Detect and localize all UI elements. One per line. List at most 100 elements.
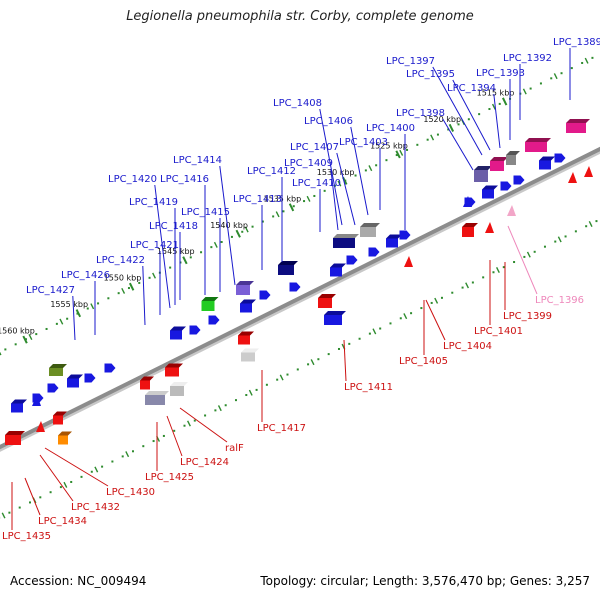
leader-line [44,447,109,487]
forward-gene-label: LPC_1413 [233,194,282,205]
reverse-gene-label: LPC_1417 [257,423,306,434]
track-dot [348,342,351,345]
feature-face [170,330,182,340]
reverse-gene-label: LPC_1405 [399,356,448,367]
feature-top [241,348,259,353]
track-dot [478,113,481,116]
track-tick [588,220,593,227]
track-dot [200,251,203,254]
forward-feature [539,156,555,170]
track-tick [399,149,404,156]
forward-gene-label: LPC_1406 [304,116,353,127]
feature-track [5,119,593,445]
track-tick [244,226,249,233]
reverse-feature [36,421,45,432]
reverse-feature [318,294,336,308]
track-tick [306,195,311,202]
forward-gene-label: LPC_1410 [292,178,341,189]
feature-top [170,326,186,331]
forward-gene-label: LPC_1418 [149,221,198,232]
feature-face [324,315,342,325]
feature-top [145,391,169,395]
track-dot [317,358,320,361]
forward-feature [490,157,508,171]
reverse-gene-label: LPC_1424 [180,457,229,468]
track-dot [8,511,11,514]
kbp-tick [22,335,28,344]
feature-face [506,155,516,165]
track-dot [162,434,165,437]
feature-face [318,298,332,308]
feature-top [474,166,492,170]
reverse-feature [485,222,494,233]
kbp-tick [448,123,455,132]
track-tick [248,389,253,396]
track-dot [395,154,398,157]
forward-feature [11,399,27,413]
track-tick [310,359,315,366]
track-dot [14,343,17,346]
track-dot [193,419,196,422]
feature-top [278,261,298,265]
reverse-feature [462,223,478,237]
track-dot [447,128,450,131]
reverse-feature [140,376,154,390]
track-dot [224,404,227,407]
forward-feature [201,297,219,311]
track-dot [389,322,392,325]
track-dot [440,296,443,299]
track-dot [323,189,326,192]
forward-feature [32,395,41,406]
track-dot [364,169,367,172]
feature-face [11,403,23,413]
track-tick [121,287,126,294]
feature-top [506,151,520,155]
feature-face [333,238,355,248]
track-tick [1,512,6,519]
feature-face [49,368,63,376]
track-dot [142,445,145,448]
feature-face [140,380,150,390]
kbp-label: 1540 kbp [210,221,248,230]
genome-backbone [0,146,600,452]
kbp-label: 1550 kbp [104,274,142,283]
forward-gene-label: LPC_1394 [447,83,496,94]
forward-feature [49,364,67,376]
leader-line [425,299,446,341]
track-tick [0,351,2,356]
track-dot [131,450,134,453]
track-tick [90,303,95,310]
forward-feature [170,326,186,340]
forward-gene-label: LPC_1412 [247,166,296,177]
reverse-gene-label: LPC_1396 [535,295,584,306]
forward-feature [259,290,271,300]
track-dot [127,287,130,290]
forward-gene-label: LPC_1398 [396,108,445,119]
track-dot [550,77,553,80]
feature-face [240,303,252,313]
track-tick [553,73,558,80]
leader-line [336,152,356,226]
track-tick [275,211,280,218]
track-dot [375,164,378,167]
feature-face [462,227,474,237]
track-dot [385,159,388,162]
kbp-tick [395,150,401,159]
kbp-tick [501,97,508,106]
forward-gene-label: LPC_1408 [273,98,322,109]
feature-top [236,281,254,285]
track-dot [45,327,48,330]
reverse-feature [170,382,188,396]
track-dot [406,148,409,151]
forward-gene-label: LPC_1407 [290,142,339,153]
feature-top [330,263,346,268]
feature-top [462,223,478,227]
forward-feature [289,282,301,292]
reverse-gene-label: LPC_1430 [106,487,155,498]
track-tick [465,282,470,289]
track-dot [265,383,268,386]
track-dot [234,399,237,402]
leader-line [432,66,483,156]
forward-gene-label: LPC_1421 [130,240,179,251]
track-tick [522,88,527,95]
